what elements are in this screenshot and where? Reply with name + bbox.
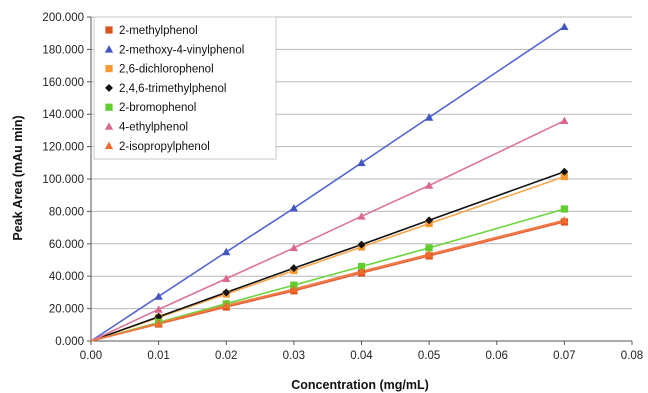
legend-entry: 2-methoxy-4-vinylphenol — [119, 44, 244, 56]
data-point — [560, 116, 569, 124]
y-tick-label: 200.000 — [42, 12, 84, 24]
data-point — [154, 312, 163, 321]
x-axis-title: Concentration (mg/mL) — [291, 378, 429, 392]
legend-marker — [105, 103, 113, 111]
data-point — [424, 250, 434, 258]
data-point — [357, 212, 366, 220]
data-point — [560, 22, 569, 31]
y-tick-label: 0.000 — [55, 336, 84, 348]
legend-marker — [104, 122, 114, 130]
legend-entry: 4-ethylphenol — [119, 122, 188, 134]
series-markers — [154, 22, 569, 328]
data-point — [560, 216, 569, 224]
y-tick-label: 140.000 — [42, 109, 84, 121]
legend-box — [93, 16, 277, 160]
data-point — [289, 264, 298, 273]
y-tick-label: 20.000 — [49, 304, 84, 316]
data-point — [357, 240, 366, 249]
legend-marker — [105, 83, 113, 92]
data-point — [357, 262, 366, 271]
data-point — [154, 292, 163, 300]
data-point — [560, 167, 569, 176]
data-point — [154, 319, 163, 327]
data-point — [222, 288, 231, 297]
x-tick-labels: 0.00 0.01 0.02 0.03 0.04 0.05 0.06 0.07 0.08 — [80, 350, 643, 362]
x-tick-label: 0.08 — [621, 350, 643, 362]
data-point — [560, 172, 568, 181]
data-point — [560, 205, 568, 213]
legend-entry: 2-isopropylphenol — [119, 141, 210, 153]
y-tick-label: 60.000 — [49, 239, 84, 251]
legend-entry: 2-methylphenol — [119, 25, 198, 37]
legend-marker — [104, 45, 114, 53]
y-tick-labels: 0.000 20.000 40.000 60.000 80.000 100.000 120.… — [42, 12, 84, 348]
x-tick-label: 0.00 — [80, 350, 102, 362]
y-tick-label: 40.000 — [49, 271, 84, 283]
y-tick-label: 120.000 — [42, 142, 84, 154]
data-point — [425, 244, 433, 252]
x-tick-label: 0.05 — [418, 350, 440, 362]
data-point — [425, 216, 434, 225]
data-point — [154, 305, 163, 313]
data-point — [357, 158, 366, 167]
data-point — [222, 274, 231, 282]
data-point — [424, 181, 434, 189]
y-tick-label: 100.000 — [42, 174, 84, 186]
x-tick-label: 0.01 — [147, 350, 169, 362]
data-point — [289, 204, 299, 212]
legend-marker — [105, 26, 113, 34]
y-tick-label: 180.000 — [42, 44, 84, 56]
x-tick-label: 0.06 — [486, 350, 508, 362]
x-tick-label: 0.04 — [350, 350, 373, 362]
x-tick-label: 0.02 — [215, 350, 237, 362]
y-tick-label: 160.000 — [42, 77, 84, 89]
legend-entry: 2,6-dichlorophenol — [119, 64, 214, 76]
x-tick-label: 0.07 — [553, 350, 575, 362]
data-point — [289, 285, 299, 293]
y-tick-label: 80.000 — [49, 206, 84, 218]
legend-marker — [104, 141, 114, 150]
axes — [87, 16, 633, 345]
data-point — [222, 247, 231, 256]
legend-entry: 2,4,6-trimethylphenol — [119, 83, 226, 95]
legend-marker — [105, 65, 113, 73]
y-axis-title: Peak Area (mAu min) — [11, 115, 25, 240]
x-tick-label: 0.03 — [283, 350, 305, 362]
data-point — [357, 267, 366, 275]
data-point — [424, 113, 434, 121]
data-point — [222, 301, 231, 309]
data-point — [289, 243, 299, 252]
legend-entry: 2-bromophenol — [119, 102, 196, 114]
legend: 2-methylphenol 2-methoxy-4-vinylphenol 2,6… — [93, 16, 277, 160]
